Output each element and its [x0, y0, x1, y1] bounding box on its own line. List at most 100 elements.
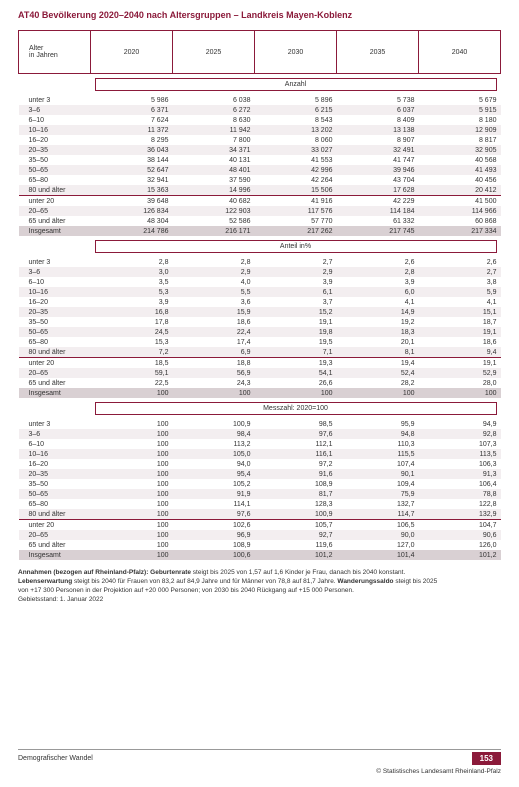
table-row: 65–80100114,1128,3132,7122,8 — [19, 499, 501, 509]
data-cell: 28,2 — [337, 378, 419, 388]
section-anzahl: Anzahl — [95, 78, 497, 91]
data-cell: 40 682 — [173, 196, 255, 207]
data-cell: 22,4 — [173, 327, 255, 337]
data-cell: 26,6 — [255, 378, 337, 388]
age-label: 10–16 — [19, 287, 91, 297]
data-cell: 24,5 — [91, 327, 173, 337]
data-cell: 54,1 — [255, 368, 337, 378]
data-cell: 2,7 — [255, 257, 337, 267]
data-cell: 114 966 — [419, 206, 501, 216]
data-cell: 122,8 — [419, 499, 501, 509]
age-label: 65 und älter — [19, 378, 91, 388]
data-cell: 41 553 — [255, 155, 337, 165]
data-cell: 11 372 — [91, 125, 173, 135]
age-label: 20–35 — [19, 145, 91, 155]
table-row: 3–63,02,92,92,82,7 — [19, 267, 501, 277]
data-cell: 3,9 — [255, 277, 337, 287]
data-cell: 100 — [91, 449, 173, 459]
data-cell: 6 272 — [173, 105, 255, 115]
footer-left: Demografischer Wandel — [18, 755, 93, 762]
data-cell: 105,2 — [173, 479, 255, 489]
table-row: 20–6510096,992,790,090,6 — [19, 530, 501, 540]
table-row: 20–6559,156,954,152,452,9 — [19, 368, 501, 378]
data-cell: 3,7 — [255, 297, 337, 307]
data-cell: 2,6 — [337, 257, 419, 267]
table-row: 65 und älter48 30452 58657 77061 33260 8… — [19, 216, 501, 226]
data-cell: 56,9 — [173, 368, 255, 378]
data-cell: 217 334 — [419, 226, 501, 236]
table-row: 16–2010094,097,2107,4106,3 — [19, 459, 501, 469]
data-cell: 8 630 — [173, 115, 255, 125]
age-label: unter 20 — [19, 196, 91, 207]
data-cell: 8 295 — [91, 135, 173, 145]
data-cell: 41 747 — [337, 155, 419, 165]
data-cell: 94,9 — [419, 419, 501, 429]
data-cell: 101,4 — [337, 550, 419, 560]
data-cell: 18,6 — [419, 337, 501, 347]
table-row: 20–3516,815,915,214,915,1 — [19, 307, 501, 317]
population-table: Alter in Jahren 2020 2025 2030 2035 2040… — [18, 30, 501, 560]
age-label: unter 3 — [19, 419, 91, 429]
table-row: Insgesamt214 786216 171217 262217 745217… — [19, 226, 501, 236]
data-cell: 95,9 — [337, 419, 419, 429]
data-cell: 8 817 — [419, 135, 501, 145]
age-label: Insgesamt — [19, 550, 91, 560]
data-cell: 94,0 — [173, 459, 255, 469]
data-cell: 8,1 — [337, 347, 419, 358]
data-cell: 40 456 — [419, 175, 501, 185]
data-cell: 114,1 — [173, 499, 255, 509]
data-cell: 6 038 — [173, 95, 255, 105]
table-row: 65–8032 94137 59042 26443 70440 456 — [19, 175, 501, 185]
data-cell: 6 371 — [91, 105, 173, 115]
data-cell: 109,4 — [337, 479, 419, 489]
data-cell: 113,5 — [419, 449, 501, 459]
data-cell: 100 — [91, 459, 173, 469]
data-cell: 14 996 — [173, 185, 255, 196]
data-cell: 39 946 — [337, 165, 419, 175]
table-row: 80 und älter15 36314 99615 50617 62820 4… — [19, 185, 501, 196]
data-cell: 90,1 — [337, 469, 419, 479]
data-cell: 108,9 — [255, 479, 337, 489]
age-label: 10–16 — [19, 125, 91, 135]
data-cell: 19,4 — [337, 358, 419, 369]
table-row: 3–66 3716 2726 2156 0375 915 — [19, 105, 501, 115]
data-cell: 91,9 — [173, 489, 255, 499]
data-cell: 5,9 — [419, 287, 501, 297]
data-cell: 5,5 — [173, 287, 255, 297]
data-cell: 52,9 — [419, 368, 501, 378]
age-label: unter 20 — [19, 520, 91, 531]
data-cell: 100 — [91, 439, 173, 449]
data-cell: 8 180 — [419, 115, 501, 125]
data-cell: 57 770 — [255, 216, 337, 226]
year-2040: 2040 — [419, 31, 501, 74]
table-row: Insgesamt100100100100100 — [19, 388, 501, 398]
data-cell: 100 — [91, 540, 173, 550]
age-label: 16–20 — [19, 135, 91, 145]
table-row: 20–3536 04334 37133 02732 49132 905 — [19, 145, 501, 155]
age-label: Insgesamt — [19, 388, 91, 398]
data-cell: 19,1 — [419, 358, 501, 369]
data-cell: 18,5 — [91, 358, 173, 369]
data-cell: 15 363 — [91, 185, 173, 196]
table-row: 20–3510095,491,690,191,3 — [19, 469, 501, 479]
data-cell: 40 131 — [173, 155, 255, 165]
data-cell: 18,8 — [173, 358, 255, 369]
age-label: 3–6 — [19, 105, 91, 115]
data-cell: 15,3 — [91, 337, 173, 347]
age-label: 20–65 — [19, 206, 91, 216]
data-cell: 100 — [91, 520, 173, 531]
data-cell: 115,5 — [337, 449, 419, 459]
data-cell: 2,9 — [255, 267, 337, 277]
data-cell: 19,1 — [255, 317, 337, 327]
data-cell: 48 401 — [173, 165, 255, 175]
data-cell: 100 — [91, 469, 173, 479]
age-label: 65 und älter — [19, 216, 91, 226]
data-cell: 92,8 — [419, 429, 501, 439]
data-cell: 52,4 — [337, 368, 419, 378]
data-cell: 41 916 — [255, 196, 337, 207]
data-cell: 101,2 — [419, 550, 501, 560]
data-cell: 97,2 — [255, 459, 337, 469]
data-cell: 3,5 — [91, 277, 173, 287]
data-cell: 217 745 — [337, 226, 419, 236]
data-cell: 90,0 — [337, 530, 419, 540]
